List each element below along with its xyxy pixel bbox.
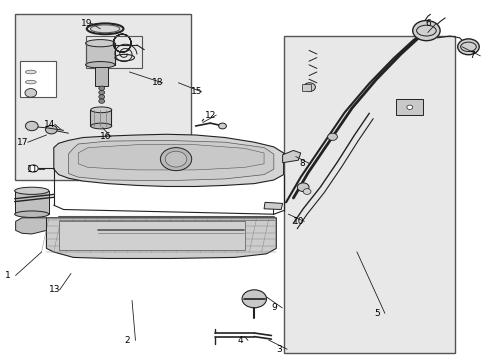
Ellipse shape [91,107,111,113]
Circle shape [99,95,104,99]
Circle shape [412,21,439,41]
Bar [20,61,56,97]
Polygon shape [15,191,49,214]
Text: 14: 14 [44,120,55,129]
Text: 18: 18 [151,78,163,87]
Bar [395,99,422,115]
Bar [15,14,190,180]
Ellipse shape [25,90,36,94]
Circle shape [25,121,38,131]
Circle shape [297,183,308,192]
Ellipse shape [90,25,120,33]
Bar [85,36,142,68]
Bar [302,84,310,91]
Ellipse shape [85,40,115,47]
Text: 10: 10 [293,217,305,226]
Text: 12: 12 [205,111,216,120]
Circle shape [99,90,104,95]
Circle shape [242,290,266,308]
Text: 19: 19 [81,19,92,28]
Circle shape [25,89,37,97]
Text: 3: 3 [276,345,282,354]
Text: 7: 7 [468,51,474,60]
Text: 16: 16 [100,132,112,141]
Ellipse shape [15,211,49,217]
Text: 5: 5 [373,309,379,318]
Circle shape [99,86,104,90]
Text: 13: 13 [49,285,61,294]
Polygon shape [68,140,273,181]
Circle shape [165,151,186,167]
Polygon shape [264,202,282,210]
Text: 17: 17 [17,138,29,147]
Polygon shape [95,67,107,86]
Circle shape [99,99,104,103]
Ellipse shape [91,123,111,129]
Circle shape [303,83,315,91]
Text: 6: 6 [425,19,430,28]
Polygon shape [90,110,111,126]
Text: 15: 15 [190,87,202,96]
Text: 11: 11 [27,165,39,174]
Ellipse shape [25,70,36,74]
Circle shape [218,123,226,129]
Bar [283,36,454,353]
Text: 4: 4 [237,336,243,345]
Circle shape [45,125,57,134]
Text: 9: 9 [271,303,277,312]
Polygon shape [46,218,276,258]
Ellipse shape [25,80,36,84]
Text: 2: 2 [124,336,130,345]
Polygon shape [78,145,264,170]
Circle shape [406,105,412,109]
Circle shape [303,189,310,194]
Ellipse shape [85,62,115,68]
Bar [59,221,244,250]
Circle shape [457,39,478,55]
Ellipse shape [15,187,49,194]
Circle shape [327,133,337,140]
Text: 8: 8 [299,159,305,168]
Text: 1: 1 [5,271,11,280]
Polygon shape [54,134,283,186]
Polygon shape [85,43,115,65]
Circle shape [160,148,191,171]
Polygon shape [16,218,46,234]
Polygon shape [282,150,300,163]
Circle shape [28,165,38,172]
